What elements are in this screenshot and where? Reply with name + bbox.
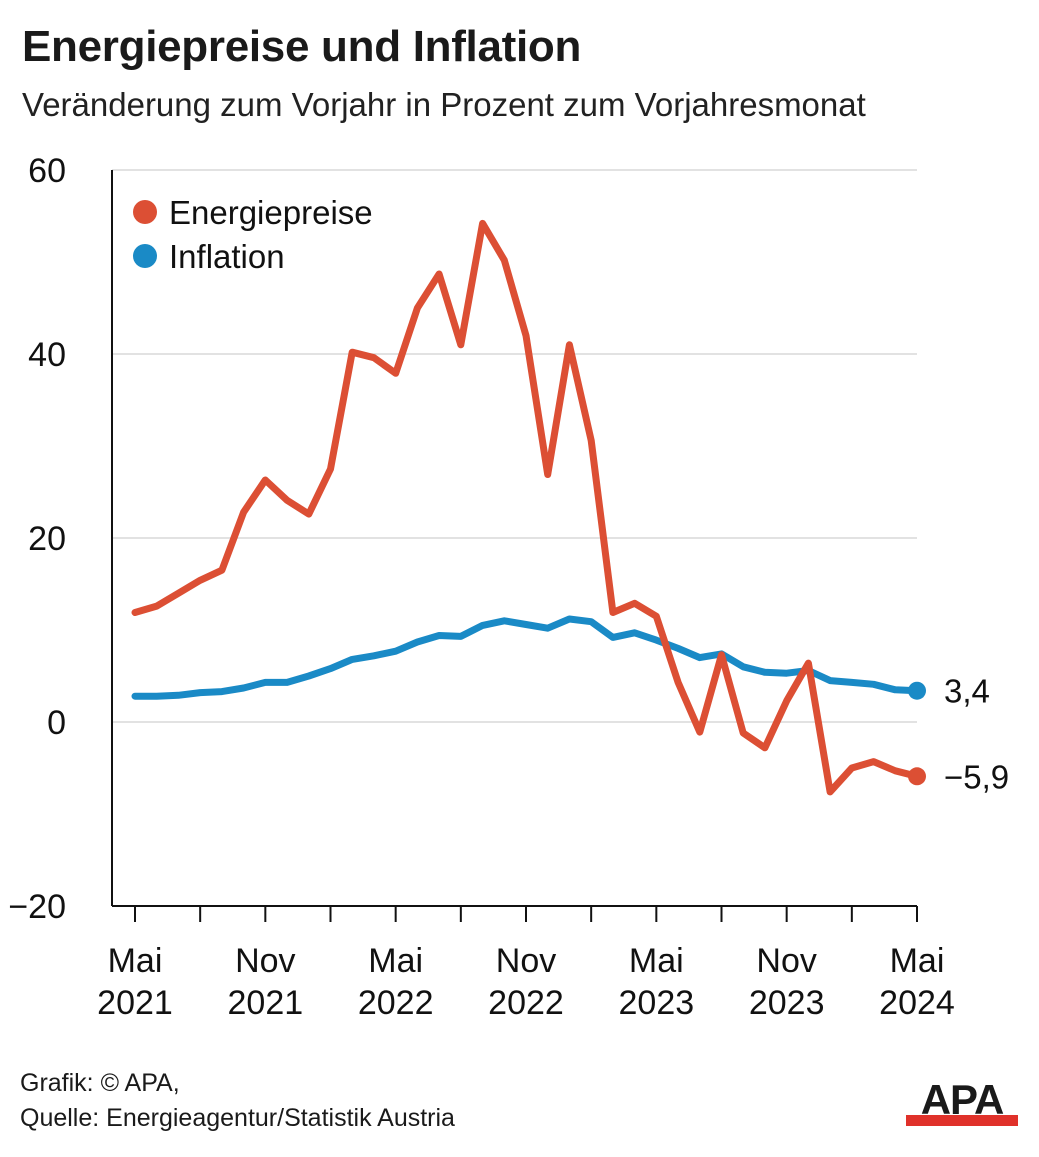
x-tick-label-year-2: 2022	[358, 984, 434, 1022]
x-tick-label-month-3: Nov	[496, 942, 556, 980]
y-tick-label-0: 60	[28, 152, 66, 190]
source-text: Quelle: Energieagentur/Statistik Austria	[20, 1104, 455, 1132]
x-tick-label-year-1: 2021	[228, 984, 304, 1022]
y-tick-label-1: 40	[28, 336, 66, 374]
x-tick-label-month-4: Mai	[629, 942, 684, 980]
x-tick-label-month-1: Nov	[235, 942, 295, 980]
x-tick-label-month-5: Nov	[756, 942, 816, 980]
legend-label-inflation: Inflation	[169, 238, 285, 275]
legend-label-energiepreise: Energiepreise	[169, 194, 373, 231]
series-line-energiepreise	[131, 219, 921, 796]
x-tick-label-year-3: 2022	[488, 984, 564, 1022]
end-point-inflation	[908, 681, 926, 700]
end-point-energiepreise	[908, 767, 926, 786]
footer: Grafik: © APA, Quelle: Energieagentur/St…	[20, 1066, 455, 1136]
chart-title: Energiepreise und Inflation	[22, 22, 582, 71]
y-tick-label-2: 20	[28, 520, 66, 558]
credit-text: Grafik: © APA,	[20, 1069, 180, 1097]
y-tick-label-4: −20	[8, 888, 66, 926]
apa-logo: APA	[906, 1080, 1018, 1126]
x-tick-label-year-4: 2023	[619, 984, 695, 1022]
end-label-inflation: 3,4	[944, 673, 990, 710]
legend-marker-inflation	[133, 244, 157, 268]
x-tick-label-month-6: Mai	[890, 942, 945, 980]
line-chart: 60 40 20 0 −20 Mai 2021 Nov 2021 Mai 2022 Nov 2022 Ma…	[8, 152, 1009, 1022]
y-tick-label-3: 0	[47, 704, 66, 742]
apa-logo-bar	[906, 1115, 1018, 1126]
x-tick-label-year-5: 2023	[749, 984, 825, 1022]
series-line-inflation	[131, 615, 921, 700]
x-tick-label-month-0: Mai	[108, 942, 163, 980]
x-tick-label-month-2: Mai	[368, 942, 423, 980]
legend-marker-energiepreise	[133, 200, 157, 224]
chart-subtitle: Veränderung zum Vorjahr in Prozent zum V…	[22, 86, 866, 123]
end-label-energiepreise: −5,9	[944, 758, 1009, 795]
x-tick-label-year-6: 2024	[879, 984, 955, 1022]
x-tick-label-year-0: 2021	[97, 984, 173, 1022]
